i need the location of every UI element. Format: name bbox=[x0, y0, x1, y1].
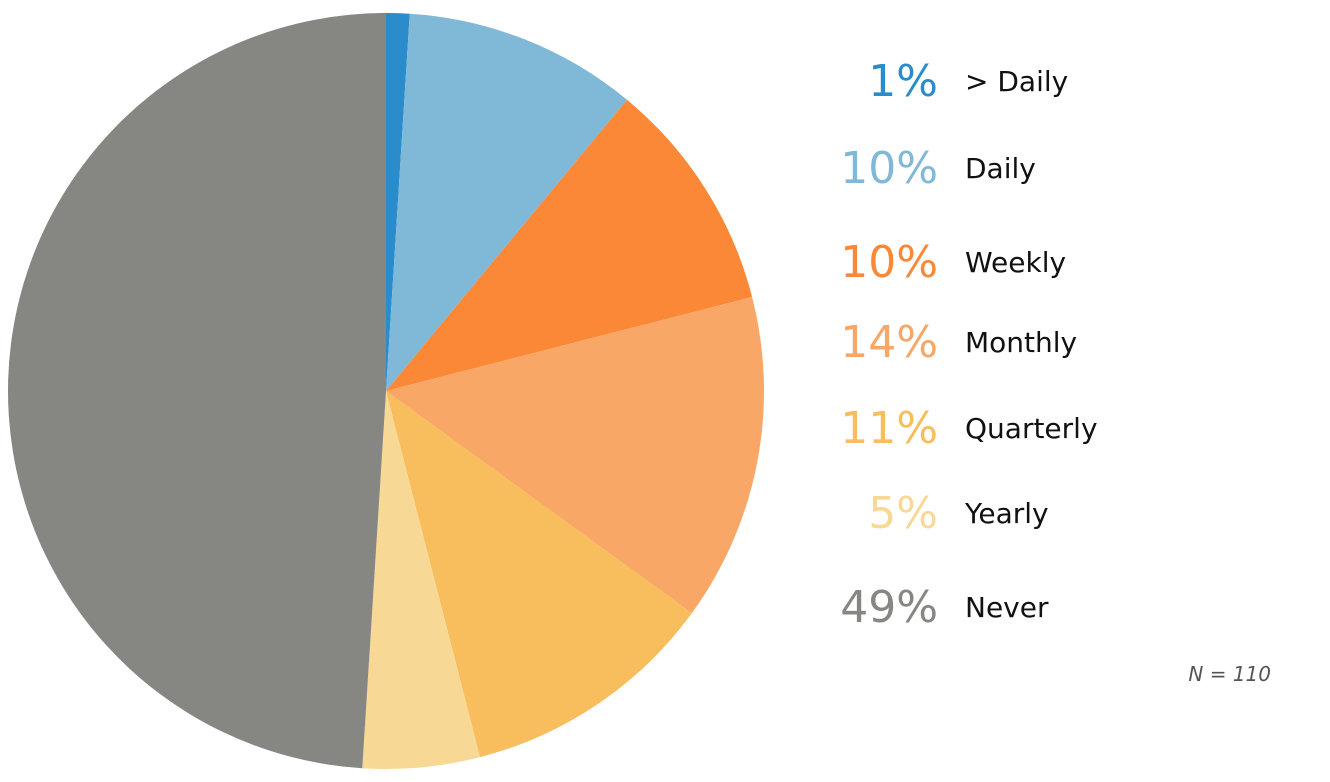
pie-slice-daily bbox=[386, 13, 410, 391]
legend-percent: 49% bbox=[840, 582, 938, 633]
pie-slice-never bbox=[8, 13, 386, 769]
sample-size-note: N = 110 bbox=[1188, 662, 1271, 686]
legend-label: Never bbox=[965, 591, 1049, 624]
legend-label: Daily bbox=[965, 152, 1036, 185]
pie-chart bbox=[8, 13, 764, 769]
legend-item: 10% Daily bbox=[760, 139, 1320, 199]
legend-percent: 10% bbox=[840, 143, 938, 194]
legend-percent: 11% bbox=[840, 403, 938, 454]
legend-item: 1% > Daily bbox=[760, 52, 1320, 112]
legend-item: 14% Monthly bbox=[760, 313, 1320, 373]
legend-label: Quarterly bbox=[965, 412, 1098, 445]
legend-percent: 10% bbox=[840, 237, 938, 288]
legend-label: > Daily bbox=[965, 65, 1069, 98]
pie-slice-daily bbox=[386, 13, 627, 391]
legend-percent: 1% bbox=[868, 56, 938, 107]
legend-item: 5% Yearly bbox=[760, 484, 1320, 544]
legend-label: Weekly bbox=[965, 246, 1067, 279]
legend-label: Monthly bbox=[965, 326, 1078, 359]
pie-slice-monthly bbox=[386, 296, 764, 614]
legend-item: 49% Never bbox=[760, 578, 1320, 638]
legend-percent: 14% bbox=[840, 317, 938, 368]
pie-slice-weekly bbox=[386, 99, 753, 391]
legend-item: 10% Weekly bbox=[760, 233, 1320, 293]
legend-percent: 5% bbox=[868, 488, 938, 539]
legend-item: 11% Quarterly bbox=[760, 399, 1320, 459]
pie-slice-quarterly bbox=[386, 391, 692, 758]
legend-label: Yearly bbox=[965, 497, 1049, 530]
pie-slice-yearly bbox=[362, 391, 481, 769]
